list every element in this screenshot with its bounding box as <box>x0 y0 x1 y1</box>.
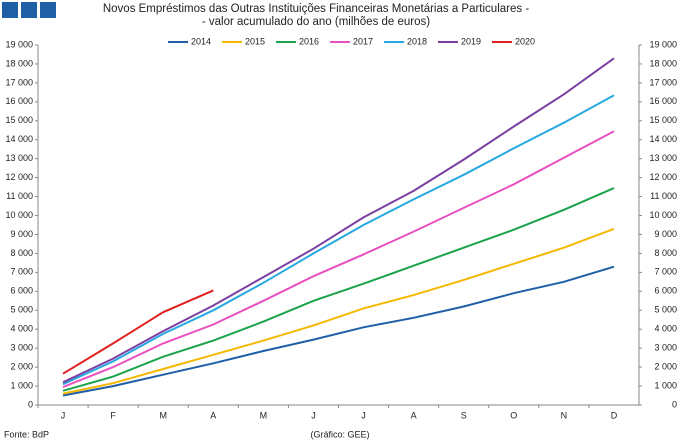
y2-tick-label: 7 000 <box>654 267 677 277</box>
y2-tick-label: 13 000 <box>649 153 677 163</box>
y2-tick-label: 10 000 <box>649 210 677 220</box>
x-tick-label: J <box>361 410 366 420</box>
series-line <box>62 187 615 392</box>
legend-label: 2020 <box>515 36 535 46</box>
logo-square <box>21 2 37 18</box>
x-tick-label: M <box>159 410 167 420</box>
x-tick-label: J <box>311 410 316 420</box>
series-line <box>62 265 615 397</box>
x-tick-label: S <box>461 410 467 420</box>
y2-tick-label: 12 000 <box>649 172 677 182</box>
y2-tick-label: 16 000 <box>649 96 677 106</box>
legend-label: 2017 <box>353 36 373 46</box>
y-tick-label: 2 000 <box>10 361 33 371</box>
series-line <box>62 57 615 384</box>
x-tick-label: N <box>561 410 568 420</box>
y-tick-label: 3 000 <box>10 343 33 353</box>
y2-tick-label: 19 000 <box>649 39 677 49</box>
y2-tick-label: 5 000 <box>654 305 677 315</box>
y-tick-label: 17 000 <box>5 77 33 87</box>
y2-tick-label: 11 000 <box>650 191 677 201</box>
y-tick-label: 12 000 <box>5 172 33 182</box>
y-tick-label: 14 000 <box>5 134 33 144</box>
y2-tick-label: 8 000 <box>654 248 677 258</box>
x-tick-label: F <box>110 410 116 420</box>
legend-label: 2016 <box>299 36 319 46</box>
y-tick-label: 13 000 <box>5 153 33 163</box>
x-tick-label: J <box>61 410 66 420</box>
y2-tick-label: 9 000 <box>654 229 677 239</box>
chart-title: Novos Empréstimos das Outras Instituiçõe… <box>103 3 529 15</box>
y-tick-label: 11 000 <box>6 191 33 201</box>
y-tick-label: 5 000 <box>10 305 33 315</box>
x-tick-label: A <box>210 410 216 420</box>
y2-tick-label: 3 000 <box>654 343 677 353</box>
y2-tick-label: 2 000 <box>654 361 677 371</box>
y-tick-label: 4 000 <box>10 324 33 334</box>
y-tick-label: 0 <box>28 399 33 409</box>
x-tick-label: M <box>260 410 268 420</box>
y2-tick-label: 18 000 <box>649 58 677 68</box>
y-tick-label: 15 000 <box>5 115 33 125</box>
y2-tick-label: 0 <box>672 399 677 409</box>
logo-square <box>2 2 18 18</box>
legend-label: 2019 <box>461 36 481 46</box>
y-tick-label: 19 000 <box>5 39 33 49</box>
series-line <box>62 94 615 386</box>
y2-tick-label: 6 000 <box>654 286 677 296</box>
logo-square <box>40 2 56 18</box>
y-tick-label: 18 000 <box>5 58 33 68</box>
y2-tick-label: 4 000 <box>654 324 677 334</box>
series-line <box>62 130 615 388</box>
legend-label: 2014 <box>191 36 211 46</box>
y-tick-label: 10 000 <box>5 210 33 220</box>
y2-tick-label: 17 000 <box>649 77 677 87</box>
series-line <box>62 289 214 375</box>
series-line <box>62 227 615 395</box>
x-tick-label: A <box>411 410 417 420</box>
y-tick-label: 7 000 <box>10 267 33 277</box>
x-tick-label: O <box>510 410 517 420</box>
legend-label: 2015 <box>245 36 265 46</box>
y-tick-label: 16 000 <box>5 96 33 106</box>
y-tick-label: 1 000 <box>10 380 33 390</box>
y2-tick-label: 1 000 <box>654 380 677 390</box>
y2-tick-label: 15 000 <box>649 115 677 125</box>
y-tick-label: 9 000 <box>10 229 33 239</box>
y-tick-label: 8 000 <box>10 248 33 258</box>
y2-tick-label: 14 000 <box>649 134 677 144</box>
legend-label: 2018 <box>407 36 427 46</box>
x-tick-label: D <box>611 410 618 420</box>
credit: (Gráfico: GEE) <box>310 429 369 439</box>
y-tick-label: 6 000 <box>10 286 33 296</box>
source: Fonte: BdP <box>4 429 49 439</box>
chart-subtitle: - valor acumulado do ano (milhões de eur… <box>202 16 430 28</box>
